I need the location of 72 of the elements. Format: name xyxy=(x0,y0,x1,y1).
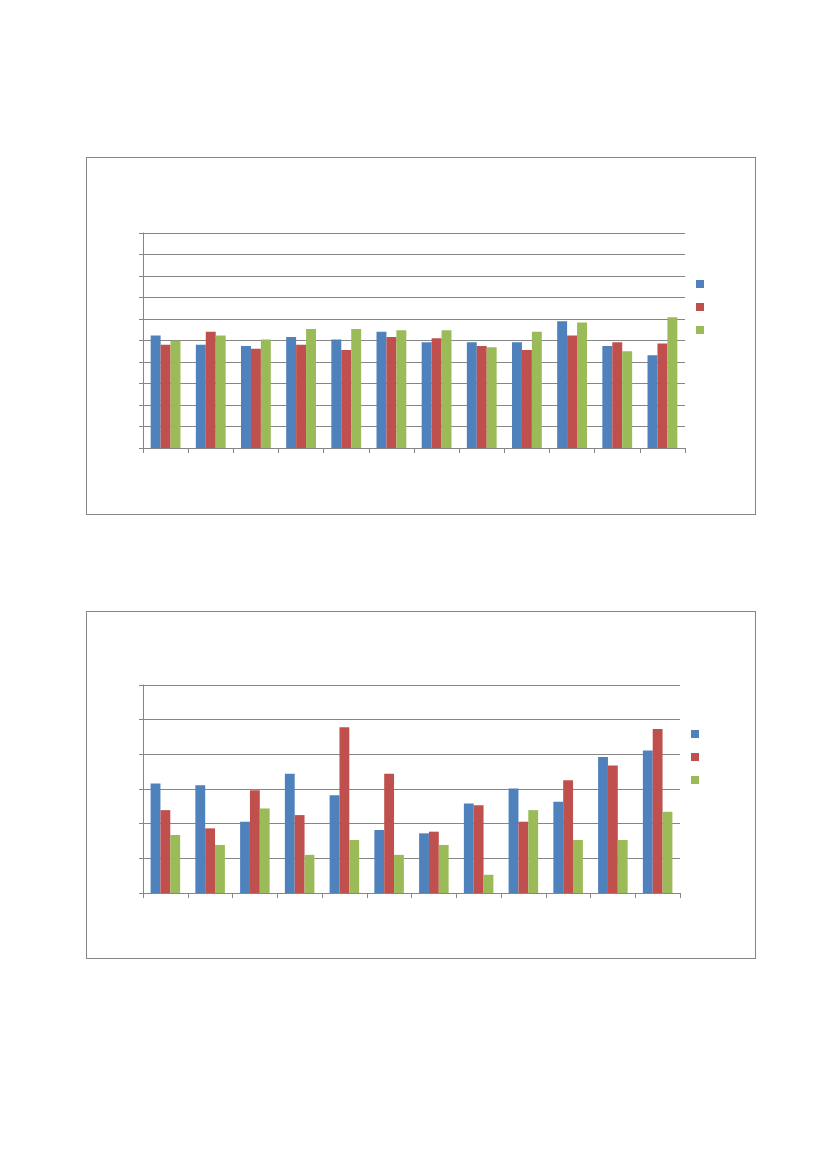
bar xyxy=(567,335,578,448)
bar xyxy=(441,330,452,448)
bar xyxy=(667,317,678,448)
bar xyxy=(250,348,261,448)
bar xyxy=(428,831,439,893)
bar xyxy=(296,344,307,448)
bar xyxy=(304,854,315,893)
bar xyxy=(396,330,407,448)
bar xyxy=(421,342,432,448)
bar xyxy=(438,844,449,893)
bar xyxy=(598,757,608,893)
bar xyxy=(483,874,494,893)
bar xyxy=(205,828,216,893)
bar xyxy=(463,803,474,893)
bar xyxy=(662,811,673,893)
bar xyxy=(473,805,484,893)
bar xyxy=(512,342,522,448)
bar xyxy=(349,839,360,893)
bar xyxy=(241,346,251,448)
bar xyxy=(160,344,171,448)
bar xyxy=(294,815,305,893)
bar xyxy=(642,750,653,893)
bar xyxy=(286,336,297,448)
bar xyxy=(215,335,226,448)
bar xyxy=(518,821,529,893)
bar xyxy=(331,339,342,448)
bar xyxy=(607,765,618,893)
bar xyxy=(240,821,250,893)
bar xyxy=(384,773,395,893)
bar xyxy=(486,347,497,448)
bar xyxy=(602,346,613,448)
bar xyxy=(563,780,574,893)
bar xyxy=(150,335,161,448)
bar xyxy=(431,338,442,448)
bar xyxy=(476,346,487,448)
bar xyxy=(374,830,385,893)
bar xyxy=(553,801,564,893)
bar xyxy=(339,727,350,893)
bar xyxy=(466,342,477,448)
bar xyxy=(160,810,171,893)
bar xyxy=(419,833,429,893)
bar xyxy=(195,344,206,448)
bar xyxy=(657,343,668,448)
bar xyxy=(394,854,404,893)
bar xyxy=(573,839,583,893)
bar xyxy=(652,728,663,893)
bar xyxy=(249,790,260,893)
bar xyxy=(622,351,633,448)
bar xyxy=(341,349,352,448)
bar xyxy=(521,349,532,448)
bar xyxy=(306,329,316,448)
bar xyxy=(170,340,181,448)
bar xyxy=(284,773,295,893)
bar xyxy=(215,844,225,893)
bar xyxy=(259,808,270,893)
bar xyxy=(170,834,181,893)
bar xyxy=(351,329,362,448)
bar xyxy=(376,331,387,448)
bar xyxy=(260,339,271,448)
bar xyxy=(577,322,587,448)
bar xyxy=(195,785,206,893)
bar xyxy=(205,331,216,448)
bar xyxy=(386,336,397,448)
bar xyxy=(150,783,161,893)
bar xyxy=(612,342,623,448)
bar xyxy=(531,331,542,448)
bar xyxy=(557,321,568,448)
bar xyxy=(617,839,628,893)
bar xyxy=(647,355,658,448)
bar xyxy=(528,810,539,893)
bar xyxy=(329,795,340,893)
bar xyxy=(508,788,519,893)
